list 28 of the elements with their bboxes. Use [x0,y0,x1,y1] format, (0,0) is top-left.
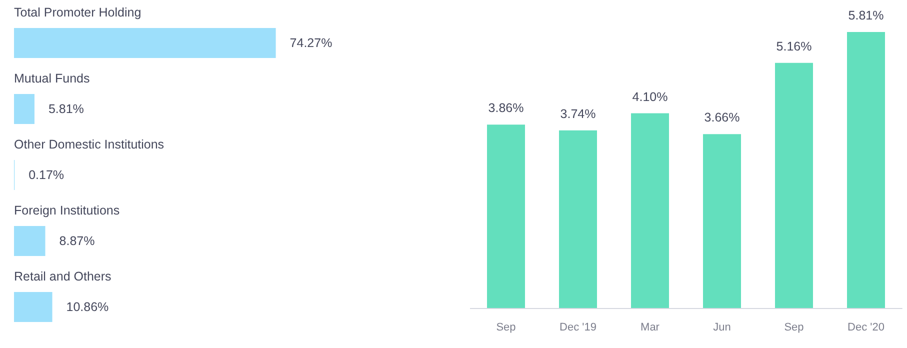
bar [631,113,669,308]
data-label: 5.81% [48,102,84,116]
bar [847,32,885,308]
data-label: 4.10% [632,90,668,104]
data-label: 5.16% [776,39,812,54]
y-tick-label: Total Promoter Holding [14,6,142,20]
data-label: 3.74% [560,106,596,121]
x-tick-label: Dec '19 [560,322,596,334]
y-tick-label: Other Domestic Institutions [14,138,164,152]
y-tick-label: Foreign Institutions [14,204,120,218]
x-tick-label: Sep [496,322,516,334]
bar [559,130,597,308]
y-tick-label: Retail and Others [14,270,112,284]
data-label: 3.66% [704,110,740,125]
data-label: 74.27% [290,36,332,50]
x-tick-label: Dec '20 [848,322,884,334]
data-label: 5.81% [848,8,884,23]
bar [487,124,525,308]
x-tick-label: Mar [640,322,660,334]
x-tick-label: Jun [713,322,731,334]
data-label: 0.17% [28,168,64,182]
bar [775,62,813,308]
data-label: 8.87% [59,234,95,248]
bar [703,134,741,308]
y-tick-label: Mutual Funds [14,72,90,86]
data-label: 3.86% [488,101,524,116]
data-label: 10.86% [66,300,109,314]
x-tick-label: Sep [784,322,804,334]
